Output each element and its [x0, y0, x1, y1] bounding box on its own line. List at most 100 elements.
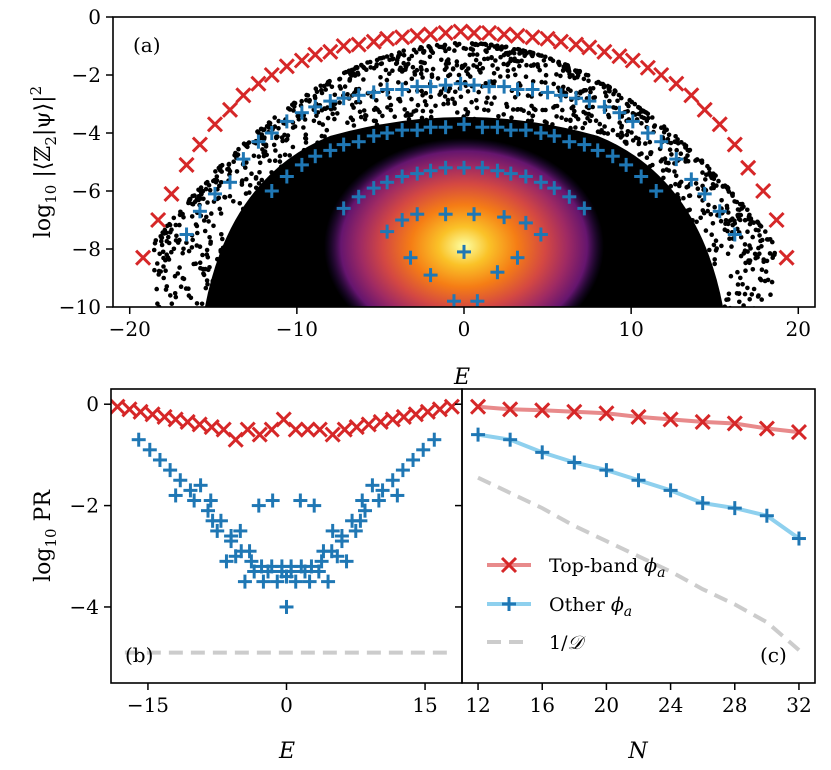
cloud-point	[559, 115, 564, 120]
cloud-point	[679, 140, 684, 145]
cloud-point	[602, 124, 607, 129]
other-point	[380, 175, 395, 190]
cloud-point	[232, 316, 237, 321]
other-point	[403, 250, 418, 265]
other-point	[640, 126, 655, 140]
cloud-point	[171, 215, 177, 221]
cloud-point	[700, 170, 705, 175]
other-point	[380, 82, 395, 97]
top-band-point	[336, 421, 353, 438]
cloud-point	[477, 67, 482, 73]
top-band-point-stroke	[694, 413, 711, 431]
top-band-point	[790, 424, 808, 441]
inverse-dimension-line	[477, 475, 801, 652]
cloud-point	[301, 125, 306, 130]
other-point	[358, 503, 373, 518]
cloud-point	[742, 291, 748, 297]
other-point	[518, 215, 533, 230]
top-band-point	[668, 75, 685, 92]
other-point	[791, 531, 806, 546]
other-point	[490, 120, 505, 135]
cloud-point	[509, 115, 514, 120]
top-band-point	[111, 398, 126, 415]
cloud-point	[489, 55, 494, 61]
cloud-point	[164, 223, 170, 229]
cloud-point	[519, 58, 524, 64]
other-point	[336, 201, 351, 216]
cloud-point	[161, 231, 167, 236]
top-band-point-stroke	[360, 416, 377, 433]
y-tick-label: −8	[72, 237, 101, 261]
cloud-point	[681, 195, 686, 201]
other-point	[334, 534, 349, 549]
other-point	[351, 189, 366, 204]
top-band-point	[422, 26, 439, 43]
cloud-point	[763, 269, 769, 274]
cloud-point	[406, 56, 412, 62]
cloud-point	[454, 308, 459, 313]
cloud-point	[450, 96, 455, 102]
panel-c-series	[469, 398, 808, 652]
cloud-point	[194, 223, 200, 229]
other-point	[265, 493, 280, 508]
x-tick-label: −10	[276, 317, 318, 341]
top-band-point-stroke	[630, 408, 647, 425]
other-point	[467, 207, 482, 222]
cloud-point	[672, 139, 677, 144]
other-point	[423, 268, 438, 283]
cloud-point	[257, 160, 263, 166]
cloud-point	[419, 88, 425, 94]
cloud-point	[495, 66, 500, 72]
cloud-point	[261, 127, 266, 133]
other-point	[590, 143, 605, 158]
x-tick-label: 12	[465, 693, 490, 717]
cloud-point	[233, 316, 238, 321]
top-band-point-stroke	[324, 426, 341, 443]
other-point	[457, 244, 471, 259]
cloud-point	[261, 150, 266, 156]
cloud-point	[651, 124, 657, 129]
other-point	[453, 76, 468, 91]
cloud-point	[749, 292, 755, 297]
cloud-point	[442, 94, 448, 99]
cloud-point	[277, 153, 283, 159]
other-point	[323, 143, 338, 158]
other-point	[475, 160, 490, 175]
y-tick-label: 0	[88, 5, 101, 29]
cloud-point	[750, 309, 755, 314]
top-band-point	[221, 101, 239, 118]
cloud-point	[589, 113, 594, 118]
cloud-point	[318, 314, 323, 319]
cloud-point	[190, 237, 195, 243]
top-band-point-stroke	[496, 26, 513, 43]
cloud-point	[645, 115, 651, 121]
cloud-point	[324, 127, 330, 133]
cloud-point	[607, 98, 612, 104]
cloud-point	[750, 234, 755, 240]
cloud-point	[285, 133, 291, 138]
cloud-point	[712, 261, 717, 267]
top-band-point-stroke	[611, 48, 628, 65]
cloud-point	[459, 65, 465, 71]
top-band-point-stroke	[639, 59, 656, 76]
cloud-point	[712, 204, 717, 210]
x-tick-label: −20	[109, 317, 151, 341]
top-band-point	[324, 426, 341, 443]
cloud-point	[571, 112, 576, 117]
top-band-point-stroke	[755, 182, 772, 200]
top-band-point-stroke	[726, 415, 743, 432]
cloud-point	[362, 116, 368, 122]
top-band-point	[431, 401, 448, 418]
top-band-point-stroke	[624, 52, 641, 69]
top-band-point-stroke	[167, 411, 184, 428]
cloud-point	[529, 50, 534, 56]
top-band-point-stroke	[135, 249, 152, 266]
cloud-point	[480, 41, 486, 47]
cloud-point	[192, 193, 197, 198]
cloud-point	[199, 301, 205, 307]
other-point	[375, 483, 390, 498]
cloud-point	[523, 74, 529, 79]
top-band-point-stroke	[394, 29, 411, 46]
cloud-point	[417, 313, 422, 318]
top-band-point-stroke	[524, 29, 541, 46]
